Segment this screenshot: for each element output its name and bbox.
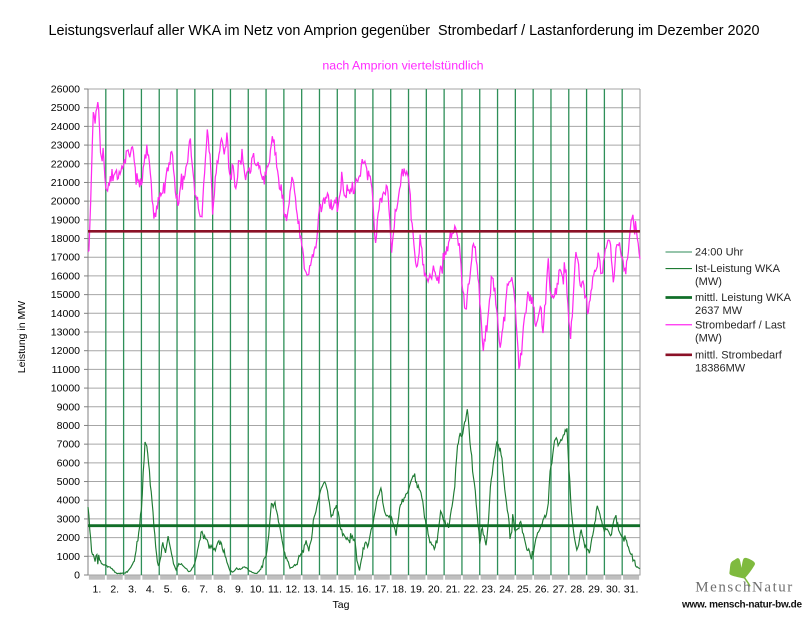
svg-text:4000: 4000 [57, 495, 81, 507]
svg-text:Tag: Tag [333, 599, 350, 611]
svg-text:25000: 25000 [51, 102, 80, 114]
svg-text:30.: 30. [606, 584, 621, 596]
svg-text:16.: 16. [357, 584, 372, 596]
svg-text:2000: 2000 [57, 532, 81, 544]
svg-text:www. mensch-natur-bw.de: www. mensch-natur-bw.de [681, 600, 802, 611]
svg-text:29.: 29. [588, 584, 603, 596]
svg-text:19.: 19. [410, 584, 425, 596]
svg-text:Leistung in MW: Leistung in MW [16, 301, 28, 373]
svg-text:7.: 7. [199, 584, 208, 596]
svg-text:6.: 6. [182, 584, 191, 596]
svg-text:24:00 Uhr: 24:00 Uhr [695, 247, 744, 259]
svg-text:3000: 3000 [57, 513, 81, 525]
svg-text:26.: 26. [535, 584, 550, 596]
svg-text:(MW): (MW) [695, 276, 722, 288]
svg-text:1000: 1000 [57, 551, 81, 563]
svg-text:nach Amprion viertelstündlich: nach Amprion viertelstündlich [322, 59, 483, 73]
svg-text:7000: 7000 [57, 439, 81, 451]
svg-text:11.: 11. [268, 584, 282, 596]
svg-text:10.: 10. [250, 584, 265, 596]
svg-text:8.: 8. [217, 584, 226, 596]
svg-text:12000: 12000 [51, 345, 80, 357]
svg-text:0: 0 [74, 570, 80, 582]
svg-text:4.: 4. [146, 584, 155, 596]
svg-text:20.: 20. [428, 584, 443, 596]
svg-text:21000: 21000 [51, 177, 80, 189]
svg-text:19000: 19000 [51, 214, 80, 226]
svg-text:1.: 1. [93, 584, 102, 596]
svg-text:9000: 9000 [57, 401, 81, 413]
svg-text:24.: 24. [499, 584, 514, 596]
svg-text:14.: 14. [321, 584, 336, 596]
svg-text:23000: 23000 [51, 140, 80, 152]
svg-text:31.: 31. [624, 584, 639, 596]
svg-text:18000: 18000 [51, 233, 80, 245]
svg-text:mittl. Leistung WKA: mittl. Leistung WKA [695, 292, 792, 304]
svg-text:3.: 3. [128, 584, 137, 596]
svg-text:23.: 23. [481, 584, 496, 596]
svg-text:2.: 2. [110, 584, 119, 596]
svg-text:12.: 12. [285, 584, 300, 596]
svg-text:9.: 9. [235, 584, 244, 596]
svg-text:Ist-Leistung WKA: Ist-Leistung WKA [695, 263, 781, 275]
svg-text:13.: 13. [303, 584, 318, 596]
svg-text:11000: 11000 [52, 364, 81, 376]
svg-text:26000: 26000 [51, 84, 80, 96]
svg-text:5.: 5. [164, 584, 173, 596]
svg-text:27.: 27. [553, 584, 568, 596]
svg-text:6000: 6000 [57, 457, 81, 469]
svg-text:21.: 21. [446, 584, 461, 596]
svg-text:17.: 17. [375, 584, 390, 596]
svg-text:18386MW: 18386MW [695, 362, 746, 374]
svg-text:5000: 5000 [57, 476, 81, 488]
svg-text:16000: 16000 [51, 270, 80, 282]
svg-text:8000: 8000 [57, 420, 81, 432]
svg-text:18.: 18. [392, 584, 407, 596]
svg-text:13000: 13000 [51, 327, 80, 339]
svg-text:15.: 15. [339, 584, 354, 596]
svg-text:24000: 24000 [51, 121, 80, 133]
svg-text:28.: 28. [570, 584, 585, 596]
svg-text:25.: 25. [517, 584, 532, 596]
svg-text:(MW): (MW) [695, 332, 722, 344]
svg-text:MenschNatur: MenschNatur [695, 580, 792, 596]
svg-text:Strombedarf / Last: Strombedarf / Last [695, 319, 786, 331]
svg-text:22000: 22000 [51, 158, 80, 170]
svg-text:15000: 15000 [51, 289, 80, 301]
svg-text:17000: 17000 [51, 252, 80, 264]
svg-text:22.: 22. [464, 584, 479, 596]
svg-text:20000: 20000 [51, 196, 80, 208]
svg-text:Leistungsverlauf aller WKA im: Leistungsverlauf aller WKA im Netz von A… [48, 23, 759, 39]
svg-text:14000: 14000 [51, 308, 80, 320]
svg-text:mittl. Strombedarf: mittl. Strombedarf [695, 349, 783, 361]
svg-text:2637 MW: 2637 MW [695, 305, 743, 317]
svg-text:10000: 10000 [51, 383, 80, 395]
